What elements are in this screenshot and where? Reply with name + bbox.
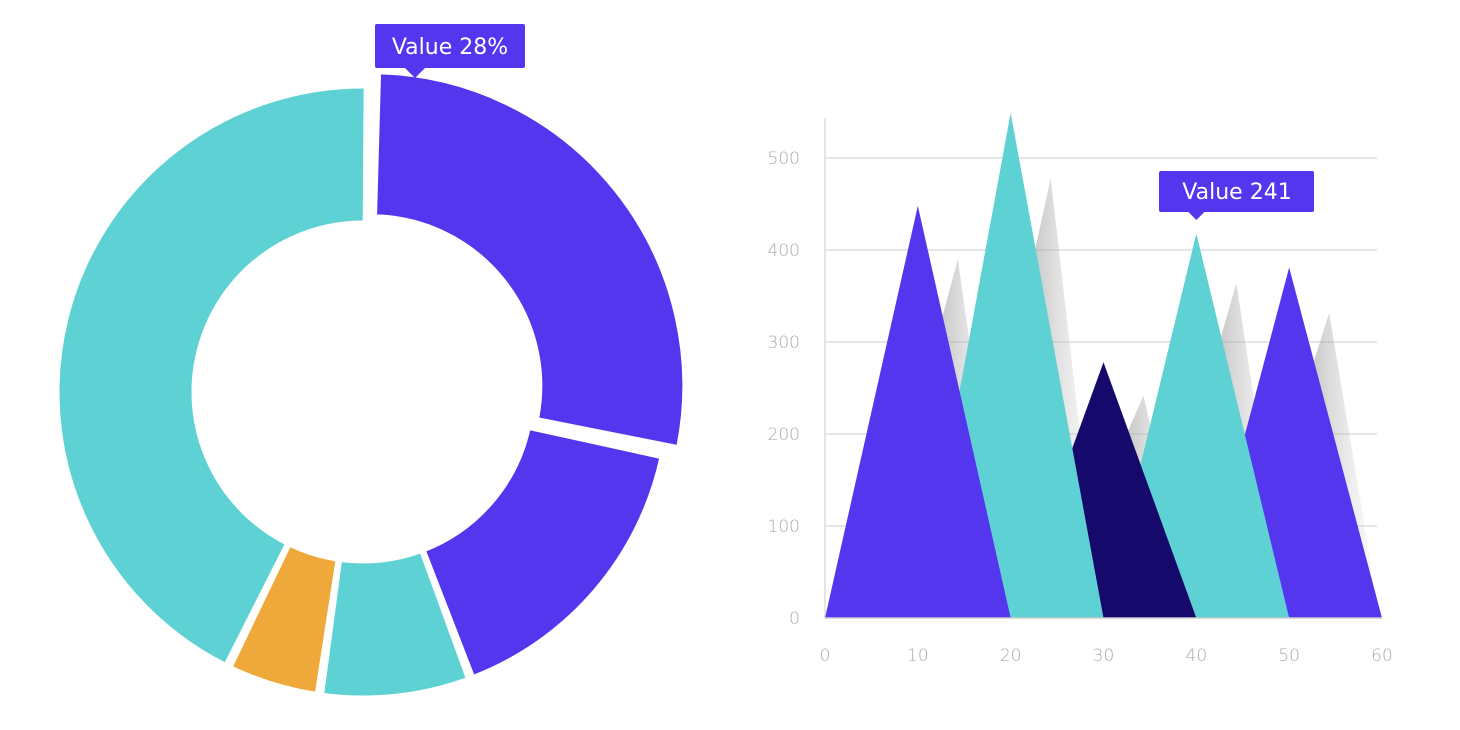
x-tick-label: 10 (907, 646, 929, 666)
y-tick-label: 500 (768, 149, 800, 169)
donut-slice-2[interactable] (320, 549, 470, 699)
donut-tooltip: Value 28% (375, 24, 525, 78)
tooltip-box (375, 24, 525, 68)
tooltip-text: Value 28% (392, 35, 508, 60)
y-tick-label: 100 (768, 517, 800, 537)
peak-chart: 0 100 200 300 400 500 0 10 20 30 40 50 60 Value 241 (768, 112, 1393, 666)
y-tick-label: 300 (768, 333, 800, 353)
x-tick-label: 30 (1093, 646, 1115, 666)
x-tick-label: 60 (1371, 646, 1393, 666)
donut-slice-0[interactable] (374, 71, 686, 449)
x-tick-label: 50 (1278, 646, 1300, 666)
tooltip-box (1159, 171, 1314, 212)
donut-slice-3[interactable] (229, 543, 339, 696)
tooltip-pointer (1188, 212, 1205, 220)
x-tick-label: 20 (1000, 646, 1022, 666)
y-tick-label: 200 (768, 425, 800, 445)
y-tick-label: 400 (768, 241, 800, 261)
donut-slice-4[interactable] (56, 85, 367, 667)
donut-chart: Value 28% (56, 24, 686, 699)
peak-0[interactable] (825, 205, 1011, 618)
peak-tooltip: Value 241 (1159, 171, 1314, 220)
x-tick-label: 40 (1186, 646, 1208, 666)
tooltip-text: Value 241 (1182, 180, 1291, 205)
donut-slice-1[interactable] (422, 426, 663, 679)
tooltip-pointer (405, 68, 425, 78)
y-tick-label: 0 (789, 609, 800, 629)
x-tick-label: 0 (820, 646, 831, 666)
